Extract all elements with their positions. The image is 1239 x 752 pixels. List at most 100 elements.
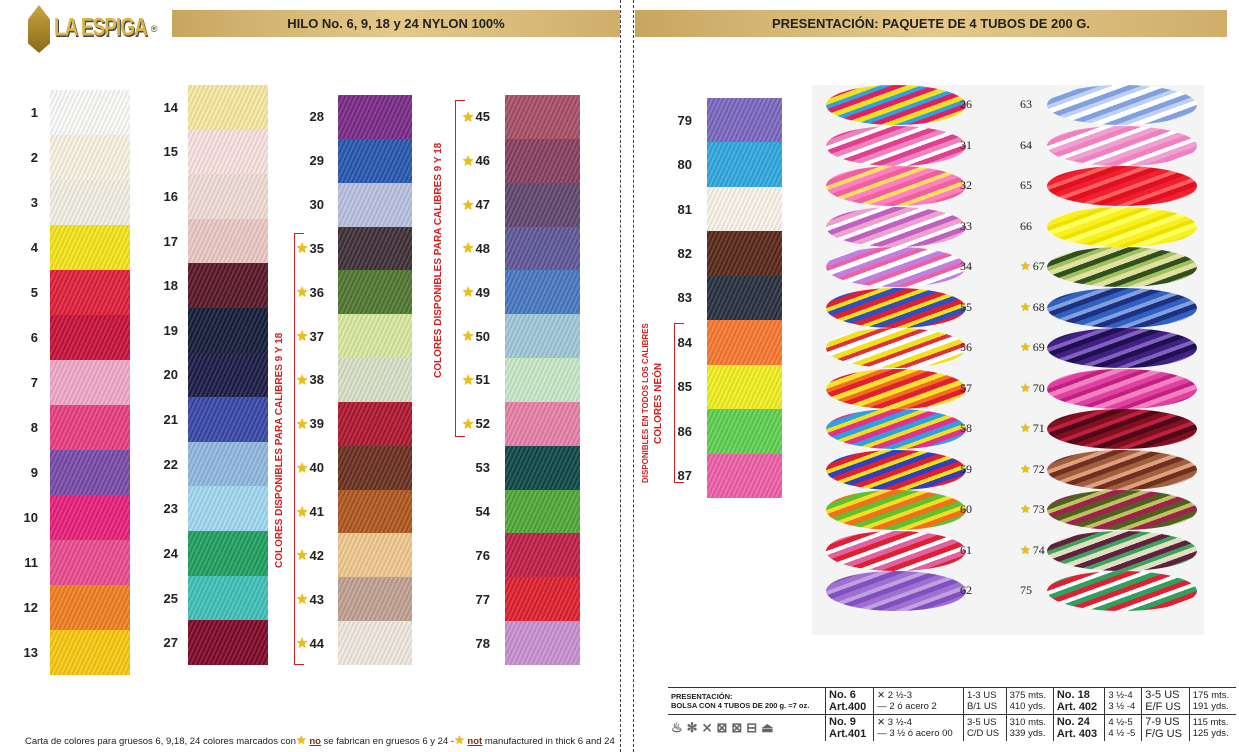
color-number: 84 — [677, 334, 692, 350]
thread-skein — [826, 530, 966, 571]
color-swatch — [338, 226, 412, 271]
care-icons: ♨✻⨯⊠⊠⊟⏏ — [668, 715, 826, 742]
thread-skein — [1047, 490, 1197, 530]
us-size: 7-9 US — [1145, 716, 1180, 728]
color-swatch — [338, 489, 412, 534]
color-number: ★ 45 — [462, 109, 490, 125]
color-swatch — [50, 495, 130, 540]
color-swatch — [707, 231, 782, 276]
color-number: ★ 43 — [296, 591, 324, 607]
article-label: Art.400 — [829, 701, 867, 713]
color-swatch — [505, 95, 580, 139]
star-icon: ★ — [454, 733, 465, 747]
star-icon: ★ — [462, 109, 474, 124]
color-swatch — [505, 489, 580, 534]
flat-dry-icon: ⊟ — [746, 720, 762, 735]
color-number: 1 — [30, 105, 38, 120]
star-icon: ★ — [296, 416, 308, 431]
color-number: ★ 38 — [296, 372, 324, 388]
color-number: 13 — [23, 645, 38, 660]
length-yards: 410 yds. — [1009, 701, 1046, 712]
size-label: No. 9 — [829, 716, 856, 728]
skein-number: 62 — [960, 583, 972, 597]
color-swatch — [338, 138, 412, 183]
size-label: No. 6 — [829, 689, 856, 701]
color-swatch — [188, 85, 268, 130]
star-icon: ★ — [296, 548, 308, 563]
color-number: 82 — [677, 246, 692, 262]
color-swatch — [505, 314, 580, 359]
number-column: 28 29 30 ★ 35 ★ 36 ★ 37 ★ 38 ★ 39 ★ 40 ★ 41 ★ 42 ★ 43 ★ 44 — [288, 95, 324, 665]
length-yards: 191 yds. — [1192, 701, 1229, 712]
skein-number: 65 — [1020, 178, 1032, 192]
skein-number: 75 — [1020, 583, 1032, 597]
color-swatch — [188, 441, 268, 487]
color-number: 4 — [30, 240, 38, 255]
color-number: 25 — [163, 590, 178, 606]
color-number: 10 — [23, 510, 38, 525]
no-chlorine-icon: ⨯ — [701, 720, 717, 735]
color-number: 76 — [475, 547, 490, 563]
article-label: Art. 403 — [1056, 728, 1098, 740]
star-icon: ★ — [462, 329, 474, 344]
star-icon: ★ — [1020, 259, 1031, 273]
skein-number: 55 — [960, 299, 972, 314]
registered-icon: ® — [150, 24, 158, 34]
color-swatch — [707, 186, 782, 232]
color-number: 14 — [163, 99, 178, 115]
skein-number: ★ 68 — [1020, 299, 1045, 314]
color-swatch — [50, 405, 130, 450]
wash-30-icon: ♨ — [671, 720, 687, 735]
color-swatch — [188, 263, 268, 309]
color-swatch — [50, 270, 130, 315]
color-number: ★ 50 — [462, 328, 490, 344]
color-number: 19 — [163, 322, 178, 338]
color-swatch — [50, 180, 130, 225]
star-icon: ★ — [1020, 380, 1031, 395]
thread-skein — [826, 571, 966, 611]
color-swatch — [50, 135, 130, 180]
brand-name: LA ESPIGA — [54, 14, 148, 42]
fold-line — [633, 0, 634, 752]
color-number: 12 — [23, 600, 38, 615]
color-swatch — [188, 308, 268, 353]
number-column: 14 15 16 17 18 19 20 21 22 23 24 25 27 — [142, 85, 178, 665]
thread-skein — [826, 166, 966, 206]
star-icon: ★ — [462, 285, 474, 300]
thread-skein — [826, 368, 966, 409]
color-number: 29 — [309, 153, 324, 169]
color-number: 77 — [475, 591, 490, 607]
color-swatch — [188, 620, 268, 665]
color-number: 7 — [30, 375, 38, 390]
color-number: 24 — [163, 545, 178, 561]
color-number: ★ 37 — [296, 328, 324, 344]
color-number: 17 — [163, 233, 178, 249]
neon-sub-label: DISPONIBLES EN TODOS LOS CALIBRES — [641, 323, 650, 483]
thread-skein — [1047, 85, 1197, 125]
us-size: 3-5 US — [966, 717, 997, 728]
star-icon: ★ — [296, 241, 308, 256]
star-icon: ★ — [1020, 542, 1031, 557]
thread-skein — [1047, 409, 1197, 449]
brand-logo: LA ESPIGA ® — [28, 4, 158, 54]
calibre-label: COLORES DISPONIBLES PARA CALIBRES 9 Y 18 — [274, 332, 285, 568]
thread-skein — [1047, 449, 1197, 490]
thread-skein — [1047, 287, 1197, 328]
color-swatch — [338, 314, 412, 359]
color-swatch — [338, 533, 412, 578]
thread-skein — [1047, 206, 1197, 247]
color-swatch — [188, 397, 268, 442]
color-swatch — [707, 409, 782, 454]
color-swatch — [505, 401, 580, 446]
color-number: 5 — [30, 285, 38, 300]
thread-skein — [1047, 166, 1197, 206]
swatch-column — [707, 98, 782, 498]
color-number: 8 — [30, 420, 38, 435]
color-number: ★ 49 — [462, 284, 490, 300]
color-swatch — [50, 450, 130, 495]
length-meters: 310 mts. — [1009, 717, 1047, 728]
size-label: No. 24 — [1056, 716, 1090, 728]
color-number: ★ 40 — [296, 460, 324, 476]
color-number: 6 — [30, 330, 38, 345]
star-icon: ★ — [295, 733, 307, 747]
